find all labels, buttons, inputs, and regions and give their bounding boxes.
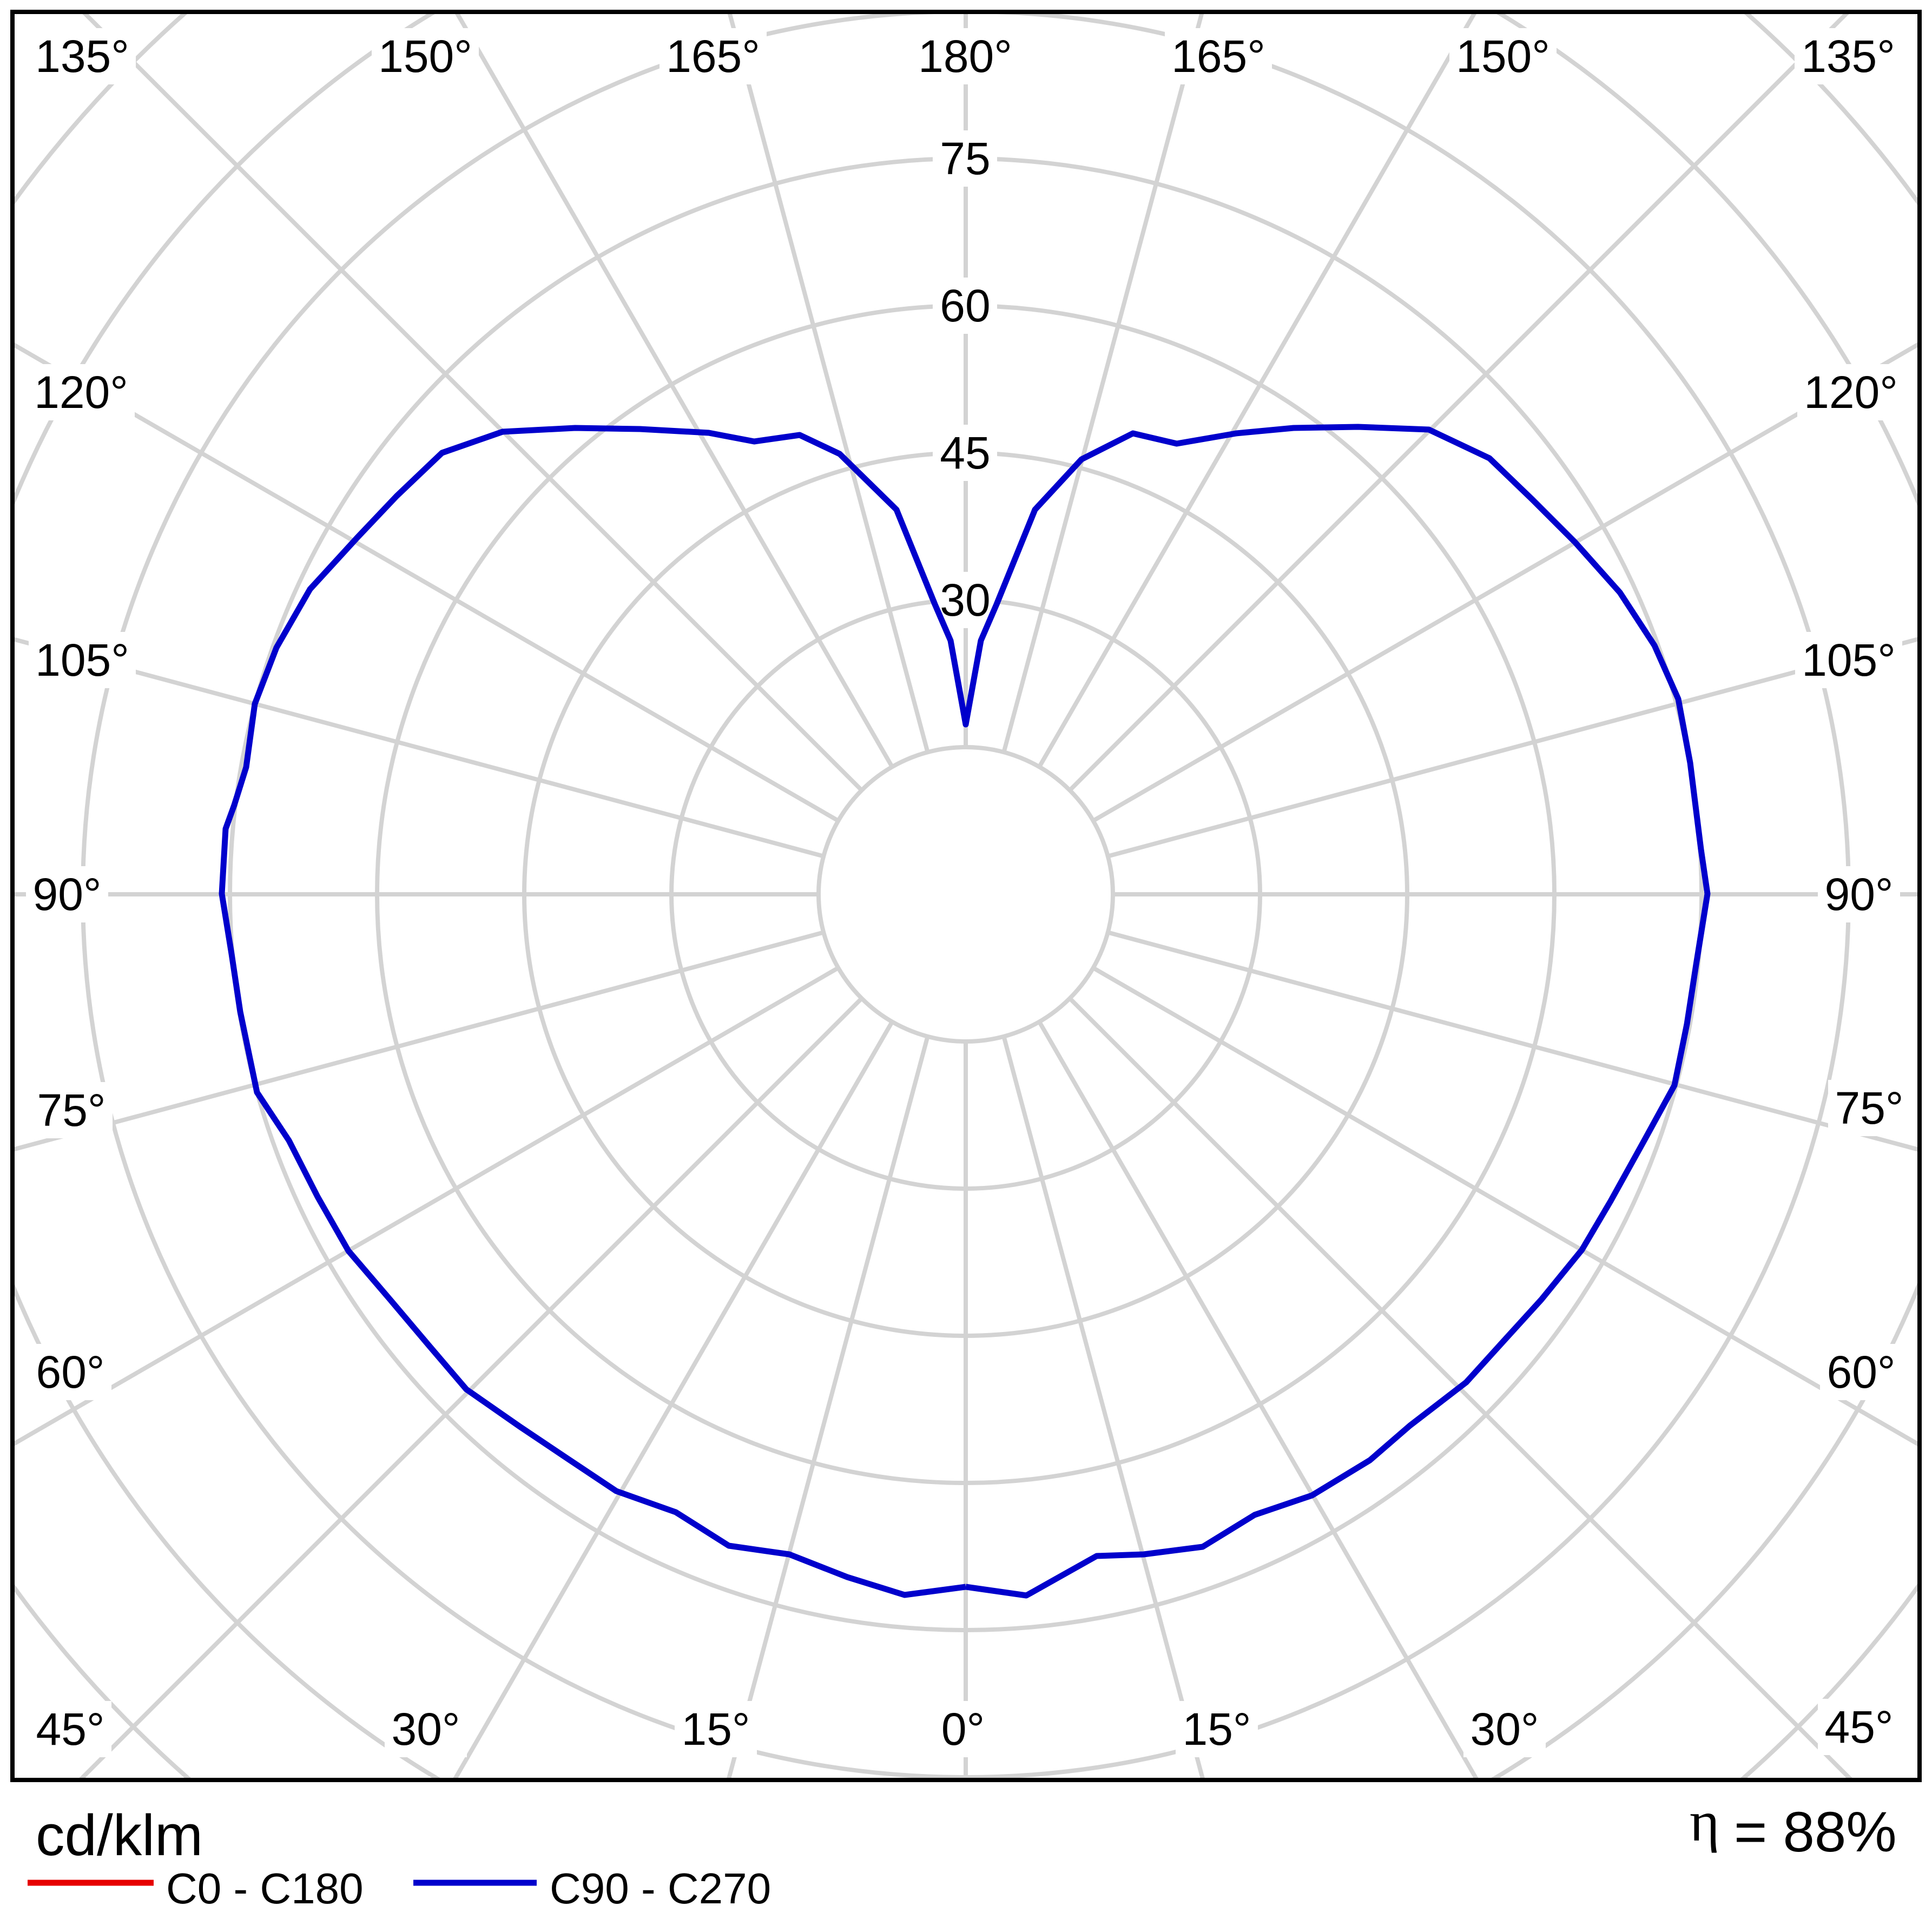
svg-text:cd/klm: cd/klm: [36, 1803, 203, 1868]
svg-text:120°: 120°: [34, 367, 128, 418]
svg-text:90°: 90°: [32, 869, 101, 920]
svg-text:90°: 90°: [1824, 869, 1893, 920]
svg-text:135°: 135°: [1801, 31, 1895, 82]
svg-text:C0 - C180: C0 - C180: [166, 1864, 364, 1913]
svg-text:45°: 45°: [1824, 1702, 1893, 1752]
svg-text:30: 30: [940, 575, 990, 625]
svg-text:45°: 45°: [36, 1704, 104, 1755]
svg-text:150°: 150°: [378, 31, 472, 82]
svg-text:45: 45: [940, 427, 990, 478]
svg-text:105°: 105°: [1802, 635, 1896, 685]
svg-text:105°: 105°: [35, 635, 129, 685]
svg-text:60°: 60°: [36, 1347, 104, 1397]
svg-text:0°: 0°: [941, 1704, 985, 1755]
svg-text:30°: 30°: [391, 1704, 460, 1755]
svg-text:= 88%: = 88%: [1734, 1801, 1897, 1864]
svg-text:15°: 15°: [681, 1704, 750, 1755]
svg-text:75: 75: [940, 133, 990, 184]
svg-text:60°: 60°: [1827, 1347, 1895, 1397]
svg-text:15°: 15°: [1182, 1704, 1251, 1755]
svg-text:η: η: [1690, 1790, 1719, 1853]
svg-text:C90 - C270: C90 - C270: [550, 1864, 771, 1913]
svg-text:150°: 150°: [1456, 31, 1550, 82]
svg-text:120°: 120°: [1804, 367, 1898, 418]
svg-text:75°: 75°: [37, 1085, 105, 1136]
svg-text:30°: 30°: [1470, 1704, 1539, 1755]
svg-text:135°: 135°: [35, 31, 129, 82]
svg-text:75°: 75°: [1835, 1083, 1903, 1133]
svg-text:180°: 180°: [918, 31, 1012, 82]
svg-text:60: 60: [940, 280, 990, 331]
svg-text:165°: 165°: [1171, 31, 1265, 82]
svg-text:165°: 165°: [666, 31, 760, 82]
